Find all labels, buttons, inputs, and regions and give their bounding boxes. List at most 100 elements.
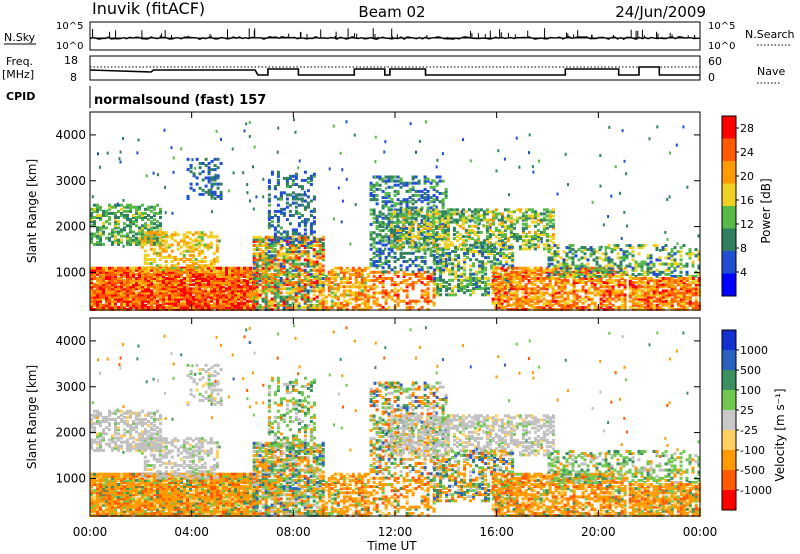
power-cell-0	[237, 301, 240, 305]
power-cell-0	[201, 297, 204, 301]
power-cell-3	[195, 176, 199, 180]
power-cell-11	[503, 272, 507, 276]
power-cell-4	[273, 289, 277, 293]
power-cell-2	[149, 235, 153, 239]
power-cell-6	[318, 281, 322, 285]
power-cell-5	[276, 181, 280, 184]
power-cell-0	[204, 279, 207, 283]
power-cell-11	[578, 299, 582, 303]
power-cell-0	[108, 287, 111, 291]
power-cell-8	[426, 218, 430, 222]
power-cell-6	[327, 305, 331, 309]
power-cell-0	[237, 272, 240, 276]
power-cell-8	[396, 208, 400, 212]
power-cell-2	[161, 231, 165, 235]
power-cell-0	[90, 289, 93, 293]
power-cell-2	[215, 260, 219, 263]
power-cell-5	[270, 172, 274, 176]
power-cell-8	[405, 251, 409, 255]
power-cell-6	[363, 281, 367, 285]
power-cell-0	[228, 268, 231, 272]
power-cell-9	[488, 218, 492, 222]
power-cell-9	[545, 226, 549, 230]
power-cell-9	[509, 224, 513, 228]
power-cell-11	[572, 293, 576, 297]
power-cell-10	[433, 262, 437, 266]
power-cell-8	[408, 181, 412, 185]
power-cell-8	[381, 216, 385, 220]
power-cell-11	[602, 274, 606, 278]
power-cell-8	[441, 260, 445, 263]
power-cell-2	[164, 233, 168, 237]
power-cell-7	[387, 305, 391, 309]
power-cell-8	[393, 175, 397, 179]
power-cell-0	[189, 295, 192, 299]
power-cell-0	[174, 272, 177, 276]
power-cell-9	[497, 237, 501, 241]
power-cell-11	[623, 283, 627, 287]
power-cell-2	[164, 255, 168, 259]
power-cell-0	[165, 281, 168, 285]
power-cell-9	[404, 230, 408, 234]
power-cell-8	[387, 266, 391, 270]
power-cell-0	[141, 274, 144, 278]
power-cell-10	[484, 250, 488, 253]
power-cell-8	[435, 225, 439, 228]
power-cell-8	[426, 235, 430, 239]
power-cell-4	[270, 246, 274, 250]
power-cell-4	[258, 305, 262, 309]
power-cell-0	[129, 307, 132, 311]
power-cell-2	[152, 258, 156, 261]
power-cell-7	[369, 295, 373, 299]
power-cell-11	[596, 287, 600, 291]
power-cell-11	[512, 301, 516, 305]
power-cell-10	[490, 266, 494, 270]
power-cell-4	[255, 301, 259, 305]
power-cell-9	[473, 241, 477, 245]
power-cell-0	[138, 270, 141, 274]
power-cell-11	[518, 297, 522, 301]
power-cell-2	[164, 264, 168, 268]
power-cell-9	[410, 224, 414, 228]
power-cell-7	[411, 299, 415, 303]
power-cell-7	[432, 295, 436, 299]
power-cell-11	[548, 303, 552, 307]
power-cell-0	[213, 293, 216, 297]
power-cell-10	[439, 287, 443, 291]
power-cell-0	[228, 293, 231, 297]
power-cell-3	[204, 164, 208, 167]
power-cell-2	[215, 255, 219, 259]
power-cell-6	[339, 266, 343, 270]
power-cell-0	[150, 299, 153, 303]
power-cell-4	[288, 262, 292, 266]
power-cell-8	[399, 212, 403, 216]
power-cell-5	[279, 207, 283, 211]
power-cell-10	[460, 272, 464, 276]
power-cell-5	[297, 224, 301, 228]
power-cell-4	[255, 272, 259, 276]
power-cell-11	[611, 274, 615, 278]
power-cell-8	[408, 251, 412, 255]
power-cell-1	[135, 218, 138, 222]
power-cell-0	[165, 285, 168, 289]
power-cell-9	[503, 208, 507, 212]
power-cell-9	[533, 214, 537, 218]
power-cell-0	[183, 307, 186, 311]
power-cell-1	[108, 236, 111, 240]
power-cell-8	[423, 262, 427, 266]
power-cell-6	[357, 291, 361, 295]
power-cell-3	[216, 182, 220, 186]
power-cell-0	[138, 301, 141, 305]
power-cell-5	[303, 205, 307, 209]
power-cell-11	[593, 293, 597, 297]
power-cell-10	[454, 270, 458, 274]
power-cell-10	[451, 268, 455, 272]
power-cell-4	[291, 260, 295, 264]
power-cell-9	[434, 239, 438, 243]
power-cell-10	[481, 252, 485, 255]
power-cell-8	[369, 185, 373, 189]
power-cell-8	[426, 216, 430, 220]
power-cell-0	[219, 268, 222, 272]
power-cell-2	[149, 233, 153, 237]
power-cell-8	[429, 181, 433, 185]
